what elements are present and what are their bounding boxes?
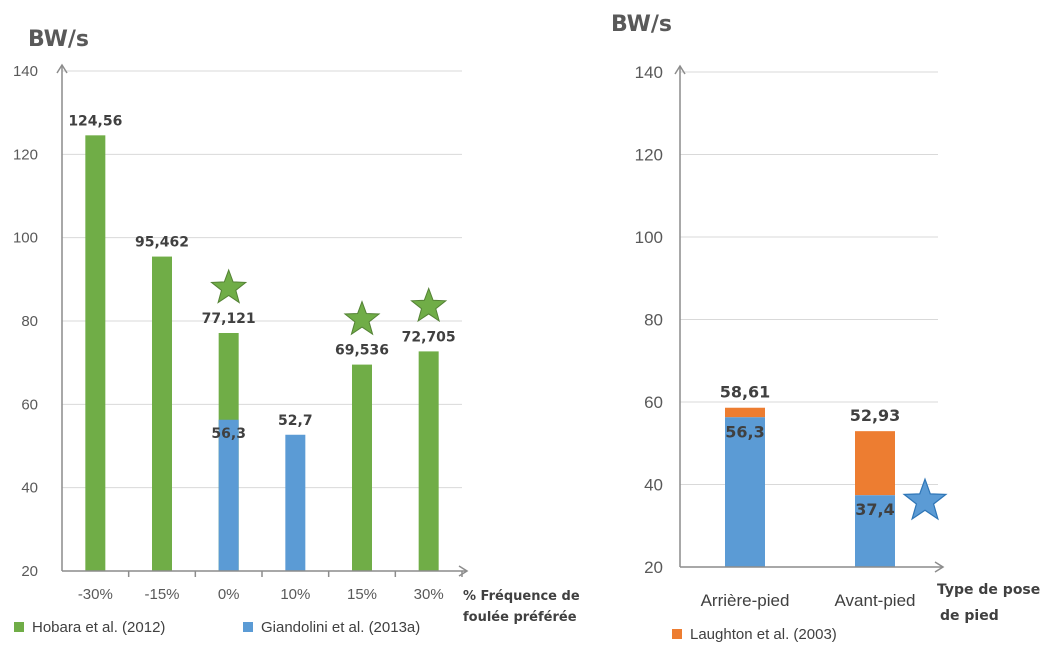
data-label: 72,705 xyxy=(402,329,456,345)
data-label: 56,3 xyxy=(725,422,764,441)
data-label: 58,61 xyxy=(720,383,771,402)
legend-label-hobara: Hobara et al. (2012) xyxy=(32,619,165,636)
left-x-tick-label: 30% xyxy=(414,586,444,603)
bar-hobara xyxy=(152,256,172,571)
left-x-tick-label: -30% xyxy=(78,586,113,603)
bar-laughton xyxy=(725,407,765,418)
star-icon xyxy=(343,300,381,336)
right-x-axis-label-line1: Type de pose xyxy=(937,582,1040,598)
left-x-tick-label: -15% xyxy=(144,586,179,603)
right-y-tick-label: 60 xyxy=(644,393,663,412)
data-label: 52,93 xyxy=(850,406,901,425)
left-y-tick-label: 100 xyxy=(13,230,38,247)
legend-swatch-giandolini xyxy=(243,622,253,632)
left-x-axis-label-line1: % Fréquence de xyxy=(463,589,580,604)
left-x-axis-label-line2: foulée préférée xyxy=(463,610,577,625)
legend-swatch-hobara xyxy=(14,622,24,632)
bar-hobara xyxy=(85,135,106,572)
legend-label-giandolini: Giandolini et al. (2013a) xyxy=(261,619,420,636)
bar-base xyxy=(855,495,895,567)
right-x-tick-label: Arrière-pied xyxy=(701,591,790,610)
star-icon xyxy=(902,477,948,521)
right-x-axis-label-line2: de pied xyxy=(940,608,999,624)
bar-hobara xyxy=(352,364,372,571)
bar-giandolini xyxy=(218,419,239,571)
left-y-tick-label: 40 xyxy=(21,480,38,497)
bar-base xyxy=(725,417,765,567)
data-label: 37,4 xyxy=(855,500,894,519)
left-y-tick-label: 80 xyxy=(21,313,38,330)
right-y-tick-label: 20 xyxy=(644,558,663,577)
right-y-tick-label: 40 xyxy=(644,476,663,495)
right-y-axis-label: BW/s xyxy=(611,12,672,37)
right-y-tick-label: 140 xyxy=(635,63,663,82)
left-y-tick-label: 120 xyxy=(13,146,38,163)
star-icon xyxy=(210,268,248,304)
bar-hobara xyxy=(418,351,439,571)
legend-label-laughton: Laughton et al. (2003) xyxy=(690,626,837,643)
left-y-axis-arrow xyxy=(56,63,68,74)
data-label: 77,121 xyxy=(202,311,256,327)
left-x-tick-label: 15% xyxy=(347,586,377,603)
right-chart: BW/s 20 40 60 80 100 120 140 58,61 56,3 52,93 37,… xyxy=(611,12,1040,643)
bar-laughton xyxy=(855,431,895,496)
left-chart: BW/s 20 40 60 80 100 120 140 124,56 95,462 77,12… xyxy=(13,27,580,636)
left-y-tick-label: 60 xyxy=(21,396,38,413)
data-label: 95,462 xyxy=(135,235,189,251)
data-label: 124,56 xyxy=(68,113,122,129)
data-label: 56,3 xyxy=(211,426,246,442)
bar-giandolini xyxy=(285,434,306,571)
left-y-axis-label: BW/s xyxy=(28,27,89,52)
star-icon xyxy=(410,286,448,323)
left-x-tick-label: 0% xyxy=(218,586,240,603)
right-x-axis-arrow xyxy=(934,561,945,573)
right-y-tick-label: 80 xyxy=(644,311,663,330)
left-y-tick-label: 140 xyxy=(13,63,38,80)
right-y-tick-label: 120 xyxy=(635,146,663,165)
left-y-tick-label: 20 xyxy=(21,563,38,580)
right-y-tick-label: 100 xyxy=(635,228,663,247)
left-x-tick-label: 10% xyxy=(280,586,310,603)
right-x-tick-label: Avant-pied xyxy=(835,591,916,610)
right-y-axis-arrow xyxy=(674,64,686,75)
data-label: 52,7 xyxy=(278,413,313,429)
data-label: 69,536 xyxy=(335,343,389,359)
legend-swatch-laughton xyxy=(672,629,682,639)
